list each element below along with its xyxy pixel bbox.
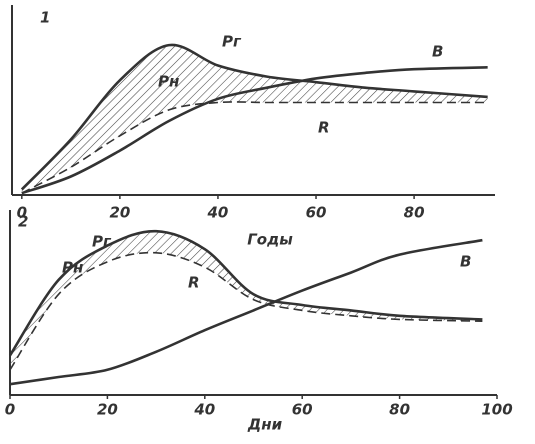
series-line bbox=[9, 251, 483, 371]
x-axis-title: Годы bbox=[247, 231, 293, 249]
x-tick-label: 40 bbox=[193, 401, 215, 419]
series-line bbox=[21, 101, 488, 194]
series-line bbox=[21, 66, 488, 195]
series-label: B bbox=[460, 253, 471, 271]
series-label: Pг bbox=[92, 233, 112, 251]
series-line bbox=[9, 238, 483, 386]
hatch-band bbox=[21, 44, 488, 194]
annotation: Pн bbox=[158, 73, 179, 91]
x-tick-label: 20 bbox=[109, 204, 130, 222]
x-tick-label: 60 bbox=[306, 204, 327, 222]
series-label: R bbox=[318, 119, 330, 137]
series-label: Pг bbox=[222, 33, 242, 51]
x-tick-label: 80 bbox=[389, 401, 410, 419]
annotation: Pн bbox=[62, 259, 83, 277]
series-line bbox=[20, 43, 488, 191]
panel-label: 2 bbox=[18, 213, 28, 231]
series-line bbox=[8, 229, 483, 357]
x-tick-label: 20 bbox=[97, 401, 118, 419]
x-axis-title: Дни bbox=[247, 416, 283, 434]
x-tick-label: 100 bbox=[481, 401, 512, 419]
series-label: R bbox=[188, 274, 200, 292]
x-tick-label: 60 bbox=[292, 401, 313, 419]
x-tick-label: 0 bbox=[17, 204, 27, 222]
panel-label: 1 bbox=[40, 9, 50, 27]
x-tick-label: 0 bbox=[5, 401, 15, 419]
x-tick-label: 80 bbox=[404, 204, 425, 222]
x-tick-label: 40 bbox=[207, 204, 229, 222]
series-label: B bbox=[432, 43, 443, 61]
